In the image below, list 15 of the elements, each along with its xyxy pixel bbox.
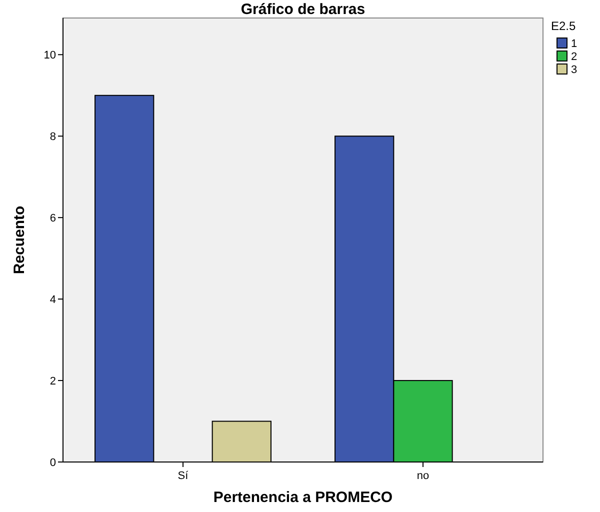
y-tick-label: 10: [44, 50, 56, 62]
y-tick-label: 4: [50, 294, 56, 306]
y-tick-label: 8: [50, 130, 56, 143]
legend-title: E2.5: [551, 19, 576, 33]
chart-title: Gráfico de barras: [240, 1, 366, 18]
x-tick-label: Sí: [178, 470, 190, 482]
legend-label: 3: [571, 64, 578, 76]
legend-label: 2: [571, 50, 578, 63]
y-axis-title: Recuento: [11, 206, 28, 274]
legend-label: 1: [571, 38, 578, 50]
y-tick-label: 2: [50, 375, 56, 388]
x-tick-label: no: [416, 470, 430, 482]
y-tick-label: 6: [50, 212, 56, 224]
x-axis-title: Pertenencia a PROMECO: [213, 489, 393, 506]
y-tick-label: 0: [50, 456, 56, 469]
